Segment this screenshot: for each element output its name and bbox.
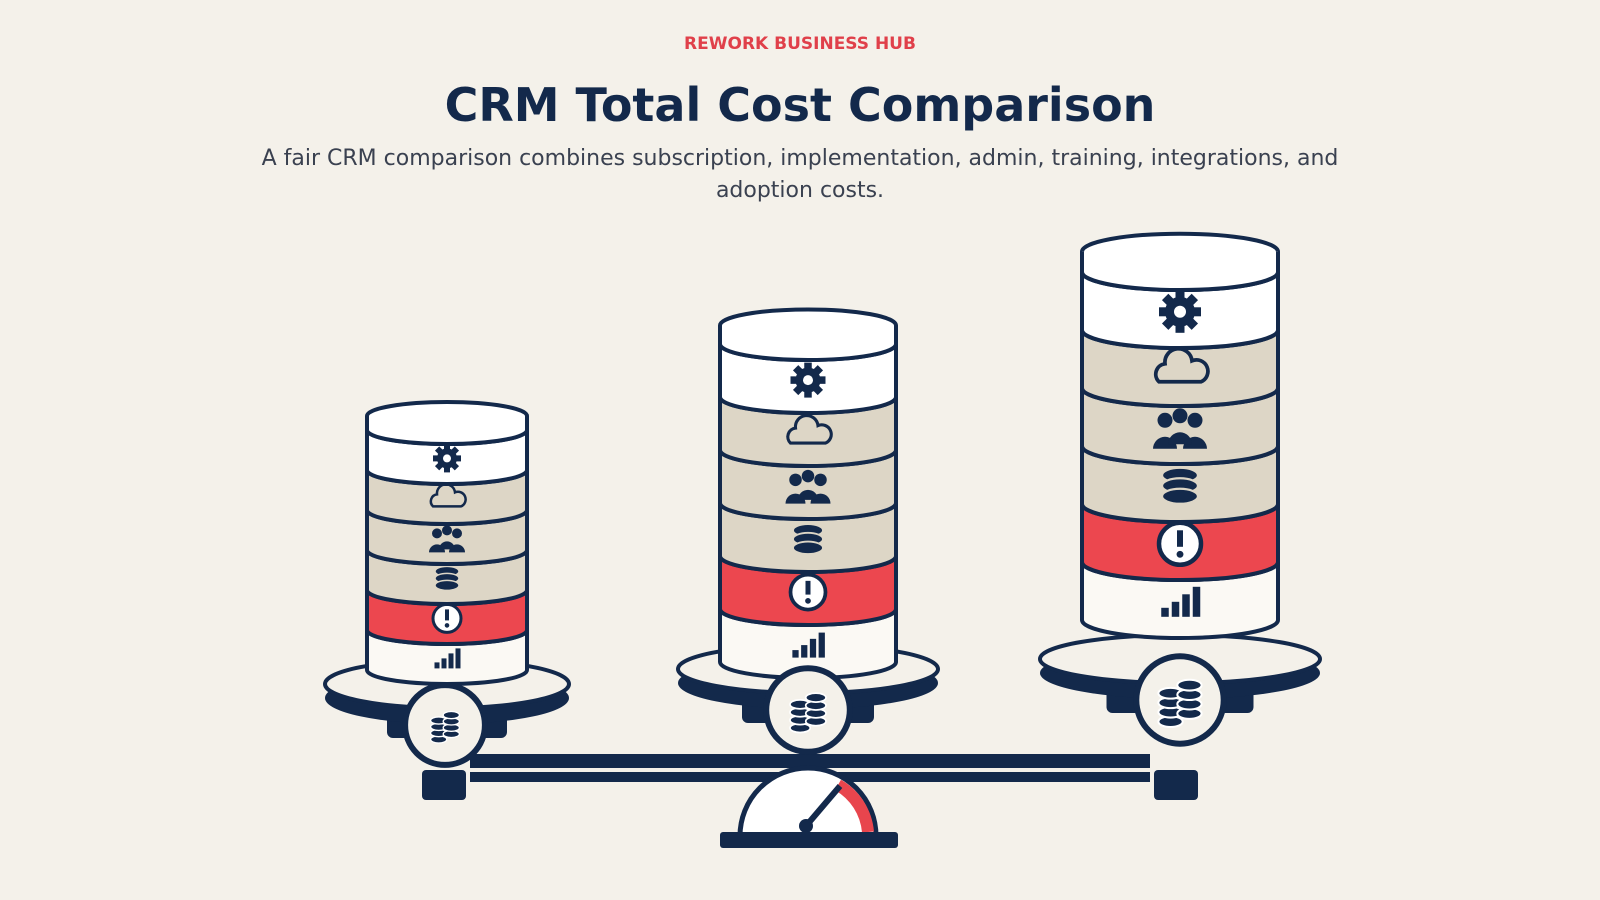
eyebrow: REWORK BUSINESS HUB	[684, 34, 916, 54]
bar-icon	[801, 645, 808, 658]
cap	[1080, 251, 1280, 292]
gear-tooth	[804, 387, 812, 398]
bar-icon	[1171, 601, 1180, 617]
icon-people	[1153, 408, 1207, 449]
coin	[804, 692, 827, 703]
icon-bars	[434, 648, 461, 669]
body	[439, 541, 455, 550]
cloud	[1153, 346, 1210, 384]
head	[452, 528, 462, 539]
bar-icon	[455, 648, 461, 669]
gear-hole	[1174, 305, 1186, 318]
icon-coins	[429, 710, 461, 744]
alert-bar	[445, 609, 449, 621]
layer	[1080, 560, 1280, 640]
icon-alert	[431, 602, 463, 634]
icon-db	[1160, 466, 1200, 505]
bar-icon	[1192, 586, 1201, 617]
layer	[718, 448, 898, 521]
cap	[365, 416, 529, 446]
disk	[792, 540, 824, 556]
alert-bar	[1177, 530, 1183, 547]
layer	[1080, 328, 1280, 408]
gear-hole	[443, 454, 451, 463]
icon-coins	[1157, 678, 1203, 729]
bar-icon	[1161, 607, 1169, 617]
title: CRM Total Cost Comparison	[444, 78, 1156, 132]
bar-icon	[809, 638, 817, 658]
bar-icon	[1182, 594, 1190, 617]
head	[1172, 408, 1188, 424]
alert-dot	[1176, 550, 1184, 558]
layer	[1080, 386, 1280, 466]
alert-dot	[805, 597, 811, 604]
alert-dot	[444, 623, 450, 628]
head	[1157, 412, 1173, 428]
gear-hole	[803, 375, 813, 386]
layer	[718, 395, 898, 468]
gauge	[720, 765, 898, 848]
icon-coins	[789, 692, 827, 734]
coin	[1176, 678, 1203, 692]
icon-gear	[433, 444, 461, 473]
icon-alert	[1156, 520, 1204, 568]
head	[789, 473, 802, 487]
cap	[718, 325, 898, 362]
head	[801, 469, 815, 483]
body	[798, 489, 818, 500]
icon-alert	[788, 572, 828, 612]
icon-db	[434, 565, 460, 592]
bar-icon	[448, 653, 454, 669]
icon-cloud	[786, 413, 833, 445]
beam	[470, 754, 1150, 768]
icon-gear	[1159, 290, 1201, 333]
bar-icon	[818, 632, 825, 658]
head	[1187, 412, 1203, 428]
head	[814, 473, 827, 487]
foot	[422, 770, 466, 800]
disk	[434, 579, 460, 592]
coin	[442, 710, 461, 720]
cloud	[786, 413, 833, 445]
disk	[1160, 487, 1200, 505]
icon-bars	[792, 632, 825, 658]
bar-icon	[434, 662, 440, 669]
icon-db	[792, 523, 824, 556]
subtitle: A fair CRM comparison combines subscript…	[261, 146, 1339, 203]
icon-people	[785, 469, 831, 504]
bar-icon	[441, 658, 447, 669]
head	[442, 525, 452, 536]
body	[1168, 432, 1192, 445]
icon-people	[429, 525, 465, 553]
alert-bar	[805, 580, 811, 595]
bar-icon	[792, 650, 799, 658]
icon-gear	[790, 362, 826, 398]
gear-tooth	[804, 362, 812, 373]
foot	[1154, 770, 1198, 800]
head	[432, 528, 442, 539]
icon-bars	[1161, 586, 1201, 617]
icon-cloud	[1153, 346, 1210, 384]
